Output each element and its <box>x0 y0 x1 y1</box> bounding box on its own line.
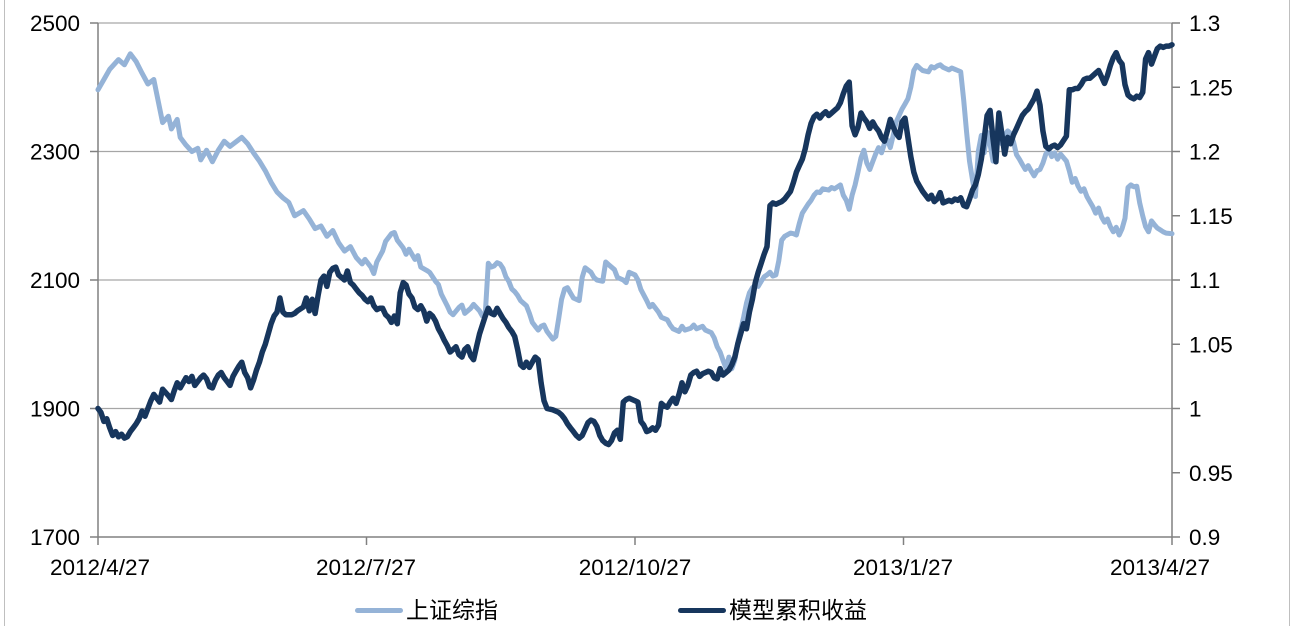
x-axis-tick-label: 2013/4/27 <box>1110 555 1210 580</box>
legend-swatch-sse <box>355 607 403 613</box>
right-axis-tick-label: 1.05 <box>1189 332 1233 357</box>
left-axis-tick-label: 2500 <box>30 11 80 36</box>
legend-swatch-model <box>678 607 726 613</box>
chart-legend: 上证综指 模型累积收益 <box>0 597 1293 627</box>
x-axis-tick-label: 2012/4/27 <box>50 555 150 580</box>
right-axis-tick-label: 0.9 <box>1189 525 1220 550</box>
legend-label-model: 模型累积收益 <box>729 597 867 623</box>
right-axis-tick-label: 1.25 <box>1189 75 1233 100</box>
x-axis-tick-label: 2013/1/27 <box>853 555 953 580</box>
chart-border <box>4 0 1290 626</box>
series-line-sse <box>95 51 1175 372</box>
right-axis-tick-label: 0.95 <box>1189 461 1233 486</box>
series-line-model <box>95 42 1175 448</box>
legend-item-model: 模型累积收益 <box>678 597 867 623</box>
right-axis-tick-label: 1.2 <box>1189 140 1220 165</box>
legend-label-sse: 上证综指 <box>406 597 498 623</box>
left-axis-tick-label: 2100 <box>30 268 80 293</box>
left-axis-tick-label: 2300 <box>30 140 80 165</box>
legend-item-sse: 上证综指 <box>355 597 498 623</box>
left-axis-tick-label: 1700 <box>30 525 80 550</box>
x-axis-tick-label: 2012/7/27 <box>316 555 416 580</box>
right-axis-tick-label: 1 <box>1189 397 1202 422</box>
right-axis-tick-label: 1.3 <box>1189 11 1220 36</box>
right-axis-tick-label: 1.1 <box>1189 268 1220 293</box>
left-axis-tick-label: 1900 <box>30 397 80 422</box>
x-axis-tick-label: 2012/10/27 <box>579 555 692 580</box>
right-axis-tick-label: 1.15 <box>1189 204 1233 229</box>
